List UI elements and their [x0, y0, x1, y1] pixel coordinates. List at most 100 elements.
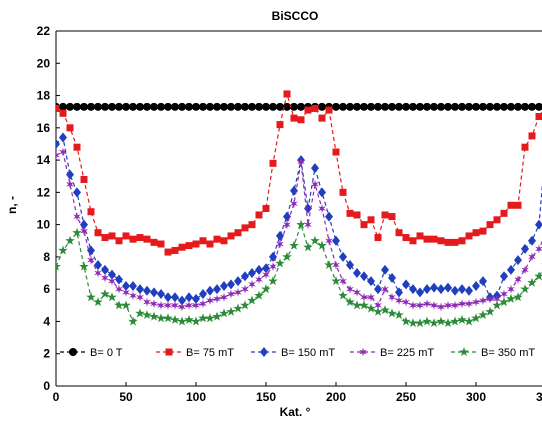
data-point: [283, 90, 291, 98]
data-point: [444, 300, 452, 310]
data-point: [395, 229, 403, 237]
data-point: [311, 163, 319, 174]
data-point: [514, 201, 522, 209]
data-point: [367, 216, 375, 224]
data-point: [72, 227, 82, 237]
data-point: [122, 232, 130, 240]
data-point: [178, 102, 186, 111]
data-point: [415, 318, 425, 328]
data-point: [451, 238, 459, 246]
data-point: [423, 235, 431, 243]
data-point: [121, 300, 131, 310]
data-point: [199, 237, 207, 245]
data-point: [59, 147, 67, 157]
data-point: [457, 314, 467, 324]
data-point: [471, 313, 481, 323]
data-point: [171, 246, 179, 254]
data-point: [535, 102, 542, 111]
data-point: [247, 295, 257, 305]
legend-marker: [69, 348, 77, 356]
data-point: [283, 102, 291, 111]
data-point: [472, 102, 480, 111]
data-point: [192, 102, 200, 111]
data-point: [157, 300, 165, 310]
data-point: [500, 102, 508, 111]
data-point: [171, 102, 179, 111]
data-point: [58, 245, 68, 255]
data-point: [149, 311, 159, 321]
data-point: [500, 289, 508, 299]
series-3: [56, 147, 542, 312]
data-point: [528, 132, 536, 140]
y-tick-label: 14: [37, 153, 51, 167]
data-point: [339, 276, 347, 286]
data-point: [395, 287, 403, 298]
data-point: [380, 305, 390, 315]
data-point: [324, 259, 334, 270]
data-point: [220, 280, 228, 291]
data-point: [423, 284, 431, 295]
data-point: [437, 102, 445, 111]
data-point: [430, 282, 438, 293]
data-point: [73, 212, 81, 222]
data-point: [493, 294, 501, 304]
data-point: [94, 229, 102, 237]
data-point: [374, 300, 382, 310]
data-point: [346, 259, 354, 270]
data-point: [283, 220, 291, 230]
data-point: [248, 279, 256, 289]
data-point: [353, 268, 361, 279]
data-point: [381, 102, 389, 111]
data-point: [59, 132, 67, 143]
data-point: [213, 294, 221, 304]
data-point: [290, 102, 298, 111]
data-point: [185, 102, 193, 111]
data-point: [87, 102, 95, 111]
data-point: [360, 221, 368, 229]
series-2: [56, 132, 542, 306]
data-point: [177, 316, 187, 326]
data-point: [436, 316, 446, 326]
data-point: [233, 303, 243, 313]
axes: [55, 30, 542, 387]
data-point: [100, 289, 110, 299]
data-point: [282, 251, 292, 261]
x-tick-label: 300: [466, 390, 486, 404]
data-point: [465, 102, 473, 111]
data-point: [206, 285, 214, 296]
data-point: [184, 314, 194, 324]
data-point: [290, 199, 298, 209]
data-point: [521, 102, 529, 111]
data-point: [514, 275, 522, 284]
legend-marker: [260, 347, 268, 357]
data-point: [290, 114, 298, 122]
data-point: [136, 292, 144, 302]
data-point: [464, 316, 474, 326]
data-point: [318, 114, 326, 122]
data-point: [360, 292, 368, 302]
data-point: [353, 211, 361, 219]
data-point: [143, 235, 151, 243]
data-point: [450, 316, 460, 326]
data-point: [423, 102, 431, 111]
data-point: [422, 316, 432, 326]
data-point: [73, 187, 81, 198]
data-point: [157, 240, 165, 248]
data-point: [367, 292, 375, 302]
data-point: [101, 102, 109, 111]
data-point: [73, 102, 81, 111]
data-point: [275, 258, 285, 268]
data-point: [241, 271, 249, 282]
data-point: [80, 102, 88, 111]
data-point: [87, 255, 95, 265]
data-point: [409, 284, 417, 295]
data-point: [150, 299, 158, 309]
y-tick-label: 22: [37, 24, 51, 38]
data-point: [479, 276, 487, 287]
data-point: [387, 308, 397, 318]
data-point: [430, 235, 438, 243]
data-point: [150, 287, 158, 298]
data-point: [353, 287, 361, 297]
data-point: [108, 276, 116, 286]
